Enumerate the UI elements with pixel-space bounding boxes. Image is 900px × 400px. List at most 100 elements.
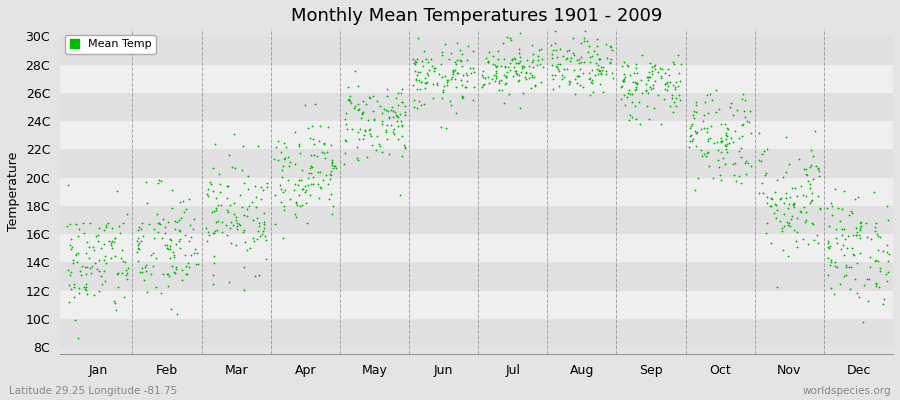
Point xyxy=(728,160,742,167)
Point xyxy=(83,220,97,226)
Point xyxy=(324,158,338,165)
Point xyxy=(690,175,705,181)
Point xyxy=(454,76,468,83)
Point xyxy=(276,139,291,146)
Point xyxy=(165,263,179,270)
Point xyxy=(365,108,380,114)
Point xyxy=(835,242,850,248)
Point xyxy=(438,73,453,79)
Point xyxy=(828,258,842,265)
Point xyxy=(837,273,851,279)
Point xyxy=(393,118,408,124)
Point xyxy=(206,188,220,194)
Point xyxy=(843,286,858,292)
Point xyxy=(666,82,680,88)
Point xyxy=(110,188,124,194)
Point xyxy=(616,78,630,84)
Point xyxy=(546,47,561,53)
Point xyxy=(133,269,148,275)
Point xyxy=(719,149,733,156)
Point xyxy=(250,235,265,242)
Point xyxy=(161,271,176,277)
Point xyxy=(324,191,338,197)
Point xyxy=(869,230,884,237)
Point xyxy=(270,157,284,164)
Point xyxy=(61,182,76,188)
Point xyxy=(130,234,145,241)
Point xyxy=(519,68,534,75)
Point xyxy=(130,238,145,244)
Point xyxy=(68,221,83,227)
Point xyxy=(256,228,270,234)
Point xyxy=(410,35,425,41)
Point xyxy=(274,174,289,180)
Point xyxy=(367,116,382,123)
Point xyxy=(239,206,254,213)
Point xyxy=(363,95,377,102)
Point xyxy=(873,264,887,271)
Point xyxy=(86,246,101,253)
Point xyxy=(592,81,607,88)
Point xyxy=(96,256,111,263)
Point xyxy=(849,232,863,238)
Point xyxy=(417,48,431,54)
Point xyxy=(799,209,814,215)
Point xyxy=(444,102,458,109)
Point xyxy=(593,64,608,70)
Point xyxy=(500,74,514,80)
Point xyxy=(242,203,256,210)
Point xyxy=(248,204,263,210)
Point xyxy=(785,213,799,219)
Point xyxy=(413,69,428,75)
Point xyxy=(391,114,405,121)
Point xyxy=(410,72,425,78)
Point xyxy=(629,86,643,92)
Point xyxy=(252,233,266,240)
Point xyxy=(305,123,320,129)
Point xyxy=(355,110,369,116)
Point xyxy=(382,114,396,121)
Point xyxy=(84,270,98,277)
Point xyxy=(68,316,83,323)
Point xyxy=(290,202,304,208)
Bar xyxy=(59,121,893,150)
Point xyxy=(497,56,511,63)
Point xyxy=(773,195,788,202)
Point xyxy=(591,67,606,73)
Point xyxy=(288,161,302,167)
Point xyxy=(428,64,443,71)
Point xyxy=(184,234,198,240)
Point xyxy=(794,183,808,189)
Point xyxy=(459,84,473,90)
Point xyxy=(465,96,480,103)
Point xyxy=(617,91,632,98)
Point xyxy=(412,86,427,92)
Point xyxy=(206,260,220,266)
Point xyxy=(155,235,169,242)
Point xyxy=(700,149,715,155)
Point xyxy=(824,285,838,292)
Point xyxy=(292,141,306,147)
Bar xyxy=(59,262,893,291)
Point xyxy=(120,276,134,282)
Point xyxy=(549,46,563,53)
Point xyxy=(806,190,820,196)
Point xyxy=(488,78,502,84)
Point xyxy=(640,74,654,80)
Point xyxy=(629,116,643,122)
Point xyxy=(811,164,825,171)
Point xyxy=(873,233,887,240)
Point xyxy=(65,244,79,250)
Point xyxy=(382,151,396,158)
Point xyxy=(168,218,183,224)
Point xyxy=(721,140,735,146)
Title: Monthly Mean Temperatures 1901 - 2009: Monthly Mean Temperatures 1901 - 2009 xyxy=(291,7,662,25)
Point xyxy=(207,208,221,214)
Point xyxy=(631,99,645,106)
Point xyxy=(154,290,168,296)
Point xyxy=(314,185,328,192)
Point xyxy=(397,142,411,148)
Point xyxy=(358,101,373,108)
Point xyxy=(604,43,618,50)
Point xyxy=(170,311,184,318)
